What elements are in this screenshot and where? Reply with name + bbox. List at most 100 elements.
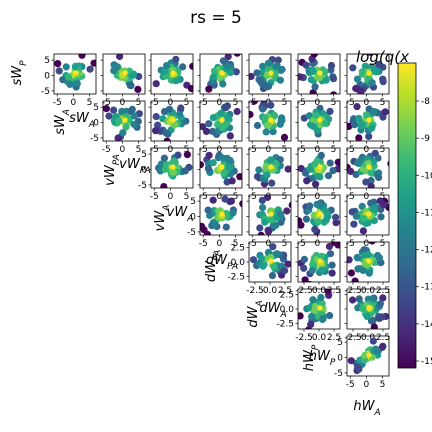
panel-r1-c2: -5 0 5 (148, 100, 194, 155)
y-label-dWPA: dWPA (204, 250, 223, 282)
scatter-point (222, 223, 230, 231)
x-tick-label: 0 (266, 145, 272, 155)
panel-r2-c3: -5 0 5 (197, 147, 243, 202)
scatter-point (204, 165, 212, 173)
scatter-point (379, 294, 387, 302)
scatter-point (226, 156, 234, 164)
y-tick-label: 5 (337, 338, 343, 348)
panel-frame (248, 147, 292, 189)
scatter-point (358, 202, 366, 210)
x-tick-label: 2.5 (327, 286, 341, 296)
scatter-point (129, 71, 137, 79)
scatter-point (210, 67, 218, 75)
scatter-point (300, 264, 308, 272)
scatter-point (162, 129, 170, 137)
scatter-point (377, 213, 385, 221)
panel-r2-c2: -5 0 5-505 (138, 147, 194, 202)
scatter-point (280, 133, 289, 141)
scatter-point (358, 121, 366, 129)
scatter-point (253, 69, 261, 77)
scatter-point (152, 80, 160, 88)
x-tick-label: 0 (364, 380, 370, 390)
y-label-vWA: vWA (153, 205, 172, 232)
x-tick-label: -5 (199, 98, 208, 108)
scatter-point (352, 212, 360, 220)
scatter-point (358, 68, 366, 76)
scatter-point (311, 160, 319, 168)
x-tick-label: 5 (282, 192, 288, 202)
x-tick-label: -5 (248, 239, 257, 249)
y-tick-label: -5 (334, 369, 343, 379)
x-tick-label: 0 (315, 98, 321, 108)
scatter-point (174, 76, 182, 84)
x-tick-label: -5 (150, 98, 159, 108)
scatter-point (288, 201, 291, 209)
scatter-point (350, 220, 358, 228)
y-tick-label: 5 (44, 56, 50, 66)
panel-r0-c4: -505 (246, 53, 292, 108)
x-label-hWP: hWP (309, 349, 336, 368)
panel-frame (199, 147, 243, 189)
colorbar-tick-label: -15 (421, 357, 432, 367)
scatter-point (272, 221, 280, 229)
y-tick-label: 0 (190, 213, 196, 223)
scatter-point (219, 154, 227, 162)
scatter-point (353, 85, 362, 93)
colorbar-tick-label: -11 (421, 208, 432, 218)
scatter-point (163, 62, 171, 70)
colorbar: -8 -9 -10 -11 -12 -13 -14 -15 log(q(x (356, 48, 432, 369)
scatter-point (298, 312, 304, 320)
scatter-point (369, 337, 377, 345)
peak-point (366, 211, 372, 217)
scatter-point (298, 217, 303, 225)
x-tick-label: -2.5 (295, 286, 313, 296)
scatter-point (324, 212, 332, 220)
scatter-point (134, 85, 142, 93)
colorbar-tick-label: -14 (421, 320, 432, 330)
y-tick-label: 2.5 (231, 244, 245, 254)
panel-r2-c4: -505 (246, 147, 292, 202)
scatter-point (360, 246, 368, 254)
peak-point (219, 70, 225, 76)
colorbar-tick-label: -13 (421, 283, 432, 293)
scatter-point (370, 217, 378, 225)
scatter-point (314, 218, 322, 226)
scatter-point (228, 177, 236, 185)
peak-point (268, 117, 274, 123)
scatter-point (118, 107, 126, 115)
x-tick-label: 0 (120, 98, 126, 108)
scatter-point (152, 127, 160, 135)
scatter-point (224, 62, 232, 70)
scatter-point (381, 108, 389, 116)
peak-point (219, 117, 225, 123)
scatter-point (317, 151, 325, 159)
x-tick-label: -2.5 (344, 286, 362, 296)
panel-r1-c6: -5 0 5 (344, 100, 390, 155)
scatter-point (317, 293, 325, 301)
scatter-point (330, 91, 338, 94)
scatter-point (181, 167, 189, 175)
scatter-point (171, 121, 179, 129)
scatter-point (284, 165, 291, 173)
scatter-point (302, 215, 310, 223)
scatter-point (308, 266, 316, 275)
panel-r4-c5: -2.5 0.0 2.5 (295, 241, 341, 296)
scatter-point (161, 68, 169, 76)
scatter-point (300, 255, 308, 263)
panel-frame (346, 147, 390, 189)
scatter-point (264, 121, 272, 129)
scatter-point (278, 114, 286, 122)
scatter-point (365, 132, 373, 140)
scatter-point (324, 172, 333, 180)
peak-point (122, 70, 128, 76)
scatter-point (264, 227, 273, 235)
x-tick-label: 5 (282, 239, 288, 249)
x-label-dWA: dWA (259, 301, 286, 320)
scatter-point (380, 201, 388, 209)
scatter-point (205, 151, 213, 159)
scatter-point (283, 207, 291, 215)
y-label-sWP: sWP (10, 60, 29, 86)
scatter-point (259, 204, 267, 212)
scatter-point (349, 296, 357, 304)
x-tick-label: 5 (233, 192, 239, 202)
